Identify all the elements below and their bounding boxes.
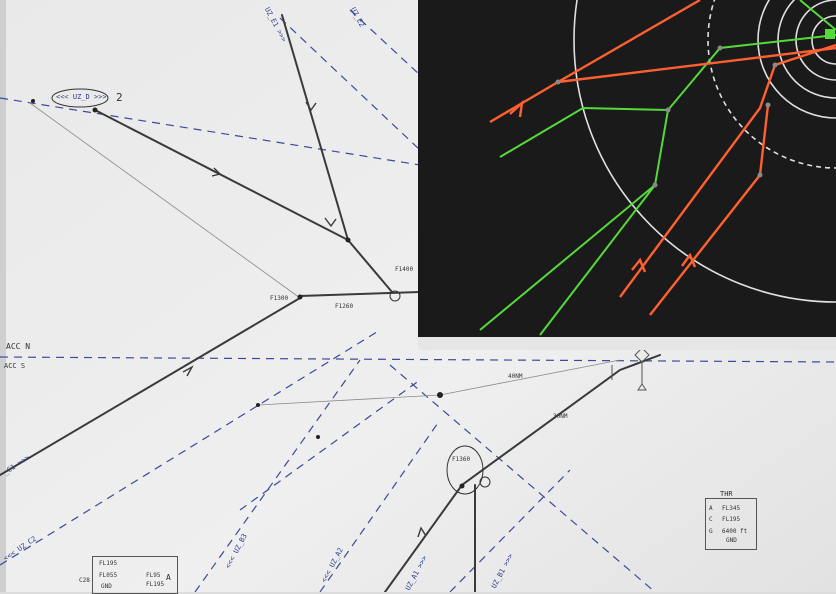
- thr-row-c-val: FL195: [722, 516, 741, 523]
- thr-row-a-val: FL345: [722, 505, 741, 512]
- sector-boundaries: [0, 9, 836, 592]
- thr-row-g-key: G: [709, 528, 713, 535]
- runway-marker: [611, 347, 650, 391]
- thr-row-gnd-val: GND: [726, 537, 737, 544]
- thr-row-c-key: C: [709, 516, 713, 523]
- pencil-guides: [29, 102, 621, 406]
- radar-screen: [418, 0, 836, 350]
- bottom-box-side-a: FL95: [146, 572, 161, 579]
- label-fl-d: F1360: [452, 456, 471, 463]
- thr-row-g-val: 6400 ft: [722, 528, 748, 535]
- label-fl-c: F1400: [395, 266, 414, 273]
- bottom-box-side-b: FL195: [146, 581, 165, 588]
- bottom-box-row-1: FL195: [99, 560, 118, 567]
- label-uz-d: <<< UZ_D >>>: [56, 93, 107, 101]
- label-fl-a: F1300: [270, 295, 289, 302]
- thr-row-a-key: A: [709, 505, 713, 512]
- label-fl-b: F1260: [335, 303, 354, 310]
- label-dist-b: 30NM: [553, 413, 568, 420]
- route-arrows: [182, 101, 427, 538]
- thr-title: THR: [720, 490, 733, 498]
- radar-nodes: [555, 45, 778, 188]
- waypoint-circle-d: [51, 88, 109, 108]
- bottom-box-row-2: FL055: [99, 572, 118, 579]
- label-dist-a: 40NM: [508, 373, 523, 380]
- bottom-box-row-3: GND: [101, 583, 112, 590]
- marker-circle-a: [479, 476, 491, 488]
- bottom-box-prefix: C28: [79, 577, 90, 584]
- waypoint-circle-a: [446, 445, 484, 495]
- label-acc-n: ACC N: [6, 342, 31, 351]
- waypoint-markers: [31, 99, 465, 489]
- paper-edge-shadow: [0, 0, 6, 592]
- thr-box: [705, 498, 757, 550]
- bottom-box-letter: A: [166, 573, 171, 582]
- label-uz-d-note: 2: [116, 91, 123, 104]
- label-acc-s: ACC S: [4, 362, 26, 370]
- threshold-circle: [389, 290, 401, 302]
